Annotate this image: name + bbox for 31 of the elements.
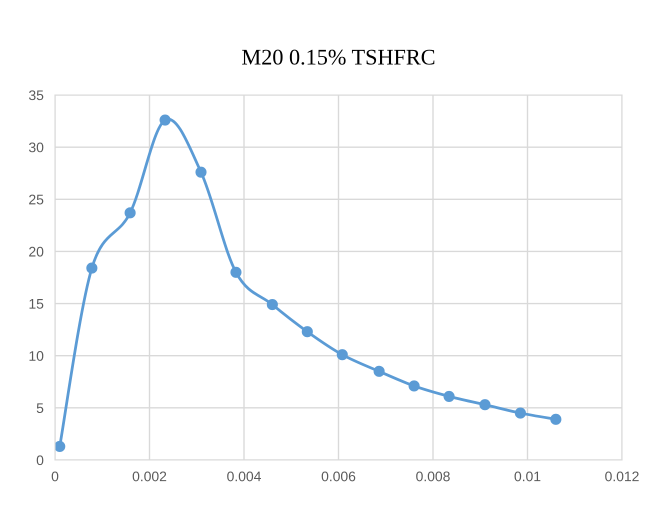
point <box>444 390 455 402</box>
point <box>302 326 313 338</box>
y-tick-label: 30 <box>28 142 44 152</box>
point <box>160 114 171 126</box>
x-tick-label: 0.01 <box>514 471 540 482</box>
point <box>230 266 242 278</box>
point <box>550 414 562 425</box>
x-tick-label: 0.008 <box>416 471 450 482</box>
point <box>124 207 136 218</box>
point <box>479 399 491 410</box>
x-tick-label: 0.006 <box>322 471 356 482</box>
point <box>408 380 420 392</box>
point <box>336 349 348 360</box>
point <box>514 408 526 419</box>
y-tick-label: 35 <box>28 90 44 100</box>
y-tick-label: 5 <box>36 403 44 414</box>
y-tick-label: 10 <box>30 351 44 361</box>
point <box>195 166 207 178</box>
y-tick-label: 0 <box>36 455 44 466</box>
x-tick-label: 0.004 <box>227 471 261 482</box>
point <box>374 366 385 377</box>
point <box>86 262 98 274</box>
y-tick-label: 20 <box>29 246 44 257</box>
y-tick-label: 25 <box>29 194 44 204</box>
y-tick-label: 15 <box>30 299 44 309</box>
x-tick-label: 0.002 <box>132 471 166 482</box>
chart-title: M20 0.15% TSHFRC <box>242 50 434 65</box>
point <box>55 440 66 452</box>
x-tick-label: 0 <box>52 471 58 482</box>
point <box>266 299 278 310</box>
x-tick-label: 0.012 <box>605 471 639 482</box>
